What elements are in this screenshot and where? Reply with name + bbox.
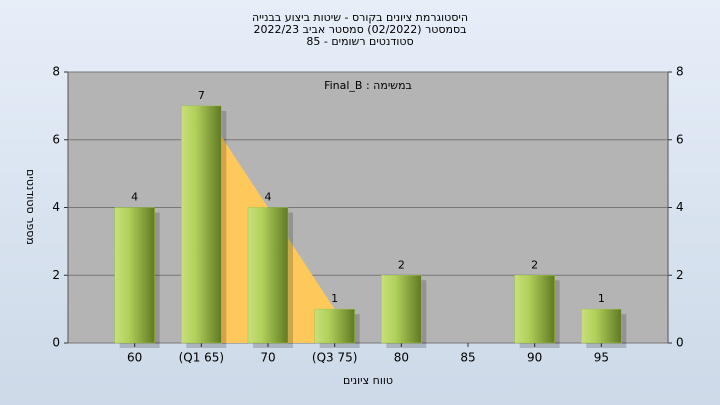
x-tick-label: 80 [394,351,409,365]
y2-tick-label: 2 [676,268,684,282]
y-tick-label: 6 [52,132,60,146]
y2-tick-label: 0 [676,336,684,350]
x-tick-label: 85 [460,351,475,365]
bar [514,275,555,344]
y-tick-label: 8 [52,65,60,79]
x-tick-label: 90 [527,351,542,365]
value-label: 4 [131,191,138,204]
y-axis-label: מספר סטודנטים [24,169,37,245]
y2-tick-label: 6 [676,132,684,146]
y-tick-label: 2 [52,268,60,282]
bar [247,207,289,344]
title-line: היסטוגרמת ציונים בקורס - שיטות ביצוע בבנ… [252,11,468,24]
value-label: 1 [331,292,338,305]
value-label: 4 [265,191,272,204]
x-axis-label: טווח ציונים [343,374,393,387]
annotation: Final_B : במשימה [324,79,412,92]
y-tick-label: 4 [52,200,60,214]
bar [381,275,422,344]
bar [114,207,155,344]
x-tick-label: (Q1 65) [179,351,225,365]
x-tick-label: 60 [127,351,142,365]
y2-tick-label: 4 [676,200,684,214]
x-tick-label: (Q3 75) [312,351,358,365]
bar [581,308,622,344]
value-label: 1 [598,292,605,305]
value-label: 2 [398,258,405,271]
y-tick-label: 0 [52,336,60,350]
x-tick-label: 95 [594,351,609,365]
title-line: סטודנטים רשומים - 85 [306,35,413,48]
bar [314,308,355,344]
value-label: 2 [531,258,538,271]
value-label: 7 [198,89,205,102]
bar [181,105,222,344]
x-tick-label: 70 [260,351,275,365]
title-line: בסמסטר (02/2022) סמסטר אביב 2022/23 [253,23,466,36]
y2-tick-label: 8 [676,65,684,79]
